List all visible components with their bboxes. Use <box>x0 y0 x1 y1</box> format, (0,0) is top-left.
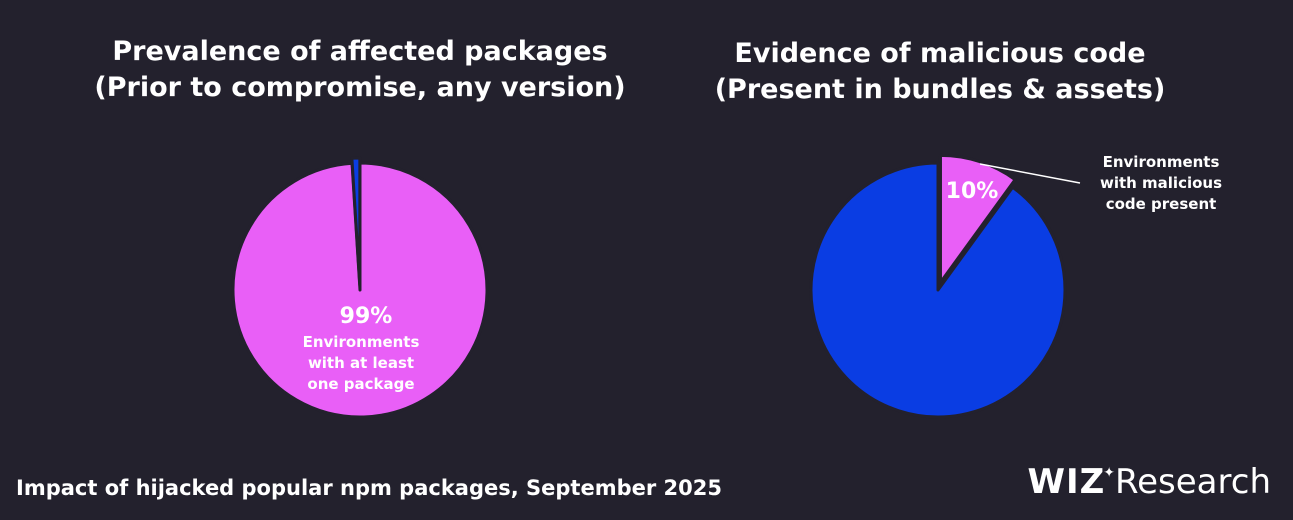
left-chart-title-line1: Prevalence of affected packages <box>112 36 608 67</box>
right-chart-title-line2: (Present in bundles & assets) <box>714 74 1166 105</box>
pie-right-slice-1 <box>809 161 1067 419</box>
malicious-code-pie <box>809 153 1067 419</box>
callout-label-line2: with malicious <box>1100 174 1222 192</box>
malicious-code-pie-labels: 10% Environments with malicious code pre… <box>946 153 1222 213</box>
prevalence-value-label: 99% <box>340 304 393 329</box>
right-chart-title: Evidence of malicious code (Present in b… <box>640 36 1240 108</box>
pie-left-slice-0 <box>231 161 489 419</box>
wiz-research-logo: WIZ✦Research <box>1027 462 1271 502</box>
brand-research: Research <box>1115 462 1271 502</box>
pie-left-slice-1 <box>350 156 362 287</box>
brand-wiz: WIZ <box>1027 462 1106 502</box>
left-chart-title-line2: (Prior to compromise, any version) <box>94 72 626 103</box>
left-chart-title: Prevalence of affected packages (Prior t… <box>60 34 660 106</box>
callout-leader-line <box>979 163 1081 184</box>
malicious-value-label: 10% <box>946 179 999 204</box>
prevalence-label-line1: Environments <box>303 333 420 351</box>
right-chart-title-line1: Evidence of malicious code <box>734 38 1146 69</box>
callout-label-line1: Environments <box>1103 153 1220 171</box>
prevalence-pie <box>231 156 489 419</box>
prevalence-label-line2: with at least <box>308 354 414 372</box>
prevalence-label-line3: one package <box>307 375 414 393</box>
footer-caption: Impact of hijacked popular npm packages,… <box>16 476 722 500</box>
pie-right-slice-0 <box>938 153 1017 284</box>
prevalence-pie-labels: 99% Environments with at least one packa… <box>303 304 420 393</box>
sparkle-icon: ✦ <box>1103 465 1116 481</box>
callout-label-line3: code present <box>1106 195 1217 213</box>
